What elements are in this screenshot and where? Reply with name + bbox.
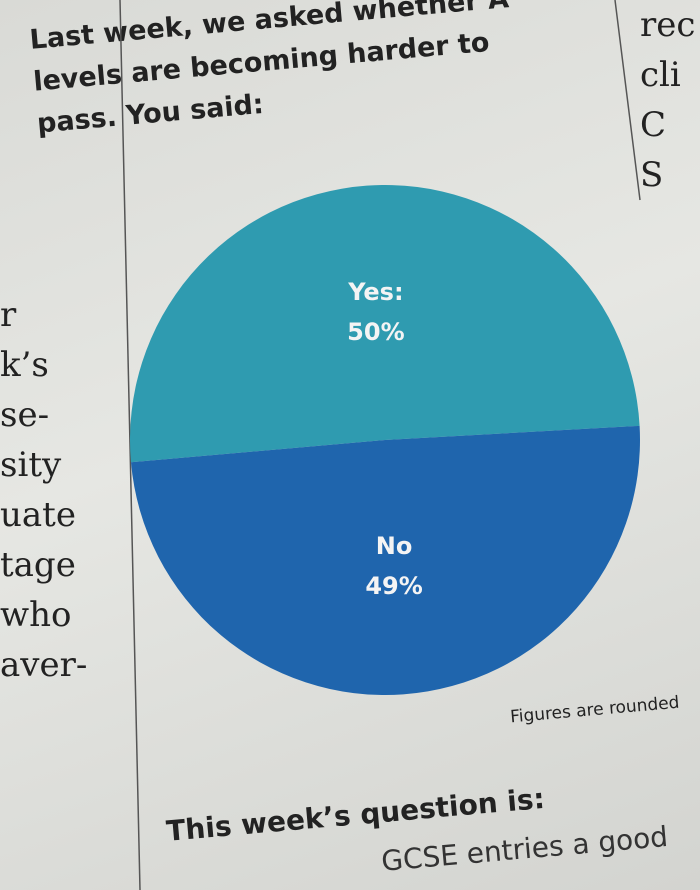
column-rule: [119, 0, 141, 890]
column-fragment: r: [0, 295, 17, 335]
pie-slice: [130, 185, 640, 463]
left-column: r k’s se-sity uate tage who aver-: [0, 290, 90, 690]
value-label: 50%: [347, 318, 404, 346]
slice-label: No: [376, 532, 413, 560]
column-fragment: rec: [640, 5, 696, 45]
column-fragment: uate: [0, 495, 76, 535]
column-fragment: cli: [640, 55, 681, 95]
right-column: rec cli C S: [640, 0, 700, 200]
column-fragment: k’s: [0, 345, 49, 385]
column-fragment: se-: [0, 395, 50, 435]
column-fragment: sity: [0, 445, 62, 485]
column-fragment: C: [640, 105, 667, 145]
value-label: 49%: [365, 572, 422, 600]
column-fragment: who: [0, 595, 72, 635]
pie-slice: [130, 425, 641, 696]
column-fragment: aver-: [0, 645, 88, 685]
slice-label: Yes:: [347, 278, 403, 306]
column-fragment: tage: [0, 545, 76, 585]
column-fragment: S: [640, 155, 664, 195]
column-rule: [614, 0, 641, 201]
